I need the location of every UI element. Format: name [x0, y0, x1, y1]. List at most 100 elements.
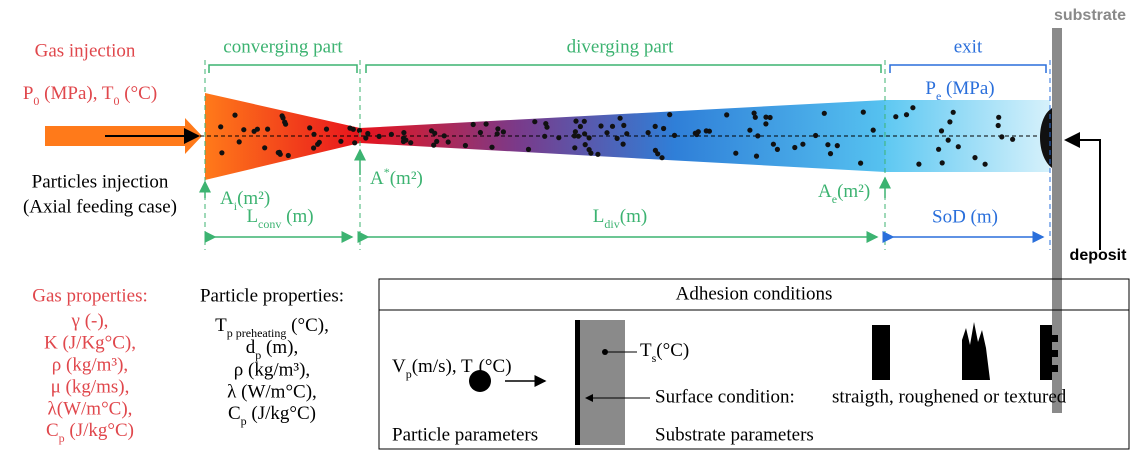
- particle-dot: [624, 131, 630, 137]
- particle-dot: [582, 131, 588, 137]
- text-part: (m²): [237, 188, 270, 209]
- superscript: *: [384, 165, 390, 179]
- particle-dot: [462, 142, 468, 149]
- particle-dot: [316, 139, 322, 145]
- straight-icon: [872, 325, 890, 380]
- particle-dot: [581, 118, 587, 124]
- text-part: (m),: [261, 337, 298, 358]
- particle-dot: [939, 160, 945, 166]
- particle-dot: [938, 128, 945, 134]
- particle-dot: [254, 126, 260, 132]
- particle-dot: [752, 114, 758, 120]
- list-item: λ (W/m°C),: [227, 381, 317, 402]
- nozzle: [45, 28, 1062, 413]
- particle-dot: [556, 135, 562, 141]
- particle-dot: [770, 141, 777, 147]
- label: exit: [954, 36, 983, 57]
- particle-dot: [996, 114, 1002, 120]
- particle-dot: [338, 138, 344, 144]
- particle-dot: [311, 131, 317, 137]
- label: Gas properties:: [32, 285, 148, 306]
- particle-dot: [825, 142, 831, 148]
- particle-dot: [621, 122, 627, 128]
- textured-icon: [1040, 325, 1058, 380]
- particle-dot: [947, 119, 953, 125]
- particle-dot: [236, 139, 242, 145]
- text-part: (°C): [656, 340, 689, 361]
- particle: [469, 370, 491, 392]
- particle-dot: [241, 127, 247, 133]
- particle-dot: [283, 121, 289, 127]
- label: Particle properties:: [200, 285, 344, 306]
- particle-dot: [972, 155, 978, 161]
- label: Ai(m²): [220, 188, 270, 212]
- list-item: γ (-),: [71, 310, 109, 331]
- particle-dot: [763, 121, 769, 127]
- particle-dot: [388, 131, 394, 137]
- particle-dot: [703, 128, 709, 134]
- particle-dot: [275, 150, 281, 156]
- particle-dot: [577, 123, 584, 130]
- subscript: s: [652, 351, 657, 365]
- label: deposit: [1070, 247, 1128, 264]
- particle-dot: [661, 125, 667, 132]
- list-item: ρ (kg/m³),: [52, 354, 128, 375]
- particle-dot: [323, 126, 330, 132]
- particle-dot: [645, 130, 651, 136]
- particle-dot: [827, 151, 834, 157]
- text-part: (m/s), T: [412, 356, 473, 377]
- particle-dot: [434, 138, 440, 144]
- particle-dot: [995, 122, 1001, 129]
- list-item: Cp (J/kg°C): [228, 403, 316, 427]
- text-part: (m²): [837, 181, 870, 202]
- particle-dot: [470, 121, 476, 128]
- text-part: (m): [281, 206, 313, 227]
- label: Lconv (m): [246, 206, 313, 230]
- bracket: [889, 64, 1047, 73]
- particle-dot: [774, 146, 781, 152]
- particle-dot: [544, 124, 550, 130]
- particle-dot: [572, 145, 578, 151]
- label: Substrate parameters: [655, 424, 814, 445]
- list-item: λ(W/m°C),: [48, 398, 133, 419]
- subscript: p preheating: [227, 326, 287, 340]
- particle-dot: [219, 150, 225, 156]
- text-part: (°C): [119, 83, 157, 104]
- text-part: (J/kg°C): [247, 403, 316, 424]
- particle-dot: [870, 127, 876, 133]
- particle-dot: [860, 109, 866, 115]
- particle-dot: [495, 126, 501, 132]
- deposit-arrow: [1064, 132, 1101, 250]
- particle-dot: [588, 150, 594, 156]
- gas-list: γ (-),K (J/Kg°C),ρ (kg/m³),μ (kg/ms),λ(W…: [44, 310, 136, 444]
- particle-dot: [982, 161, 988, 167]
- particle-dot: [936, 146, 942, 152]
- particle-dot: [671, 132, 678, 138]
- label: A*(m²): [370, 165, 423, 190]
- text-part: d: [246, 337, 256, 358]
- particle-dot: [232, 112, 238, 118]
- box: [378, 278, 1130, 450]
- particle-dot: [1010, 136, 1016, 142]
- surface: [575, 320, 580, 445]
- label: substrate: [1054, 7, 1126, 24]
- particle-dot: [604, 130, 610, 136]
- list-item: ρ (kg/m³),: [234, 359, 310, 380]
- particle-dot: [262, 145, 268, 151]
- list-item: Tp preheating (°C),: [215, 315, 329, 339]
- particle-dot: [575, 133, 582, 139]
- particle-dot: [477, 129, 483, 136]
- text-part: (MPa), T: [39, 83, 113, 104]
- particle-dot: [753, 153, 760, 159]
- label: Vp(m/s), Tp(°C): [392, 356, 512, 380]
- particle-dot: [813, 132, 819, 139]
- particle-dot: [571, 133, 578, 139]
- particle-dot: [893, 114, 899, 120]
- text-part: (J/kg°C): [65, 420, 134, 441]
- bracket: [208, 64, 358, 73]
- list-item: μ (kg/ms),: [51, 376, 130, 397]
- text-part: (MPa): [941, 78, 994, 99]
- particle-dot: [821, 110, 827, 116]
- subscript: e: [936, 89, 941, 103]
- particle-dot: [489, 144, 495, 150]
